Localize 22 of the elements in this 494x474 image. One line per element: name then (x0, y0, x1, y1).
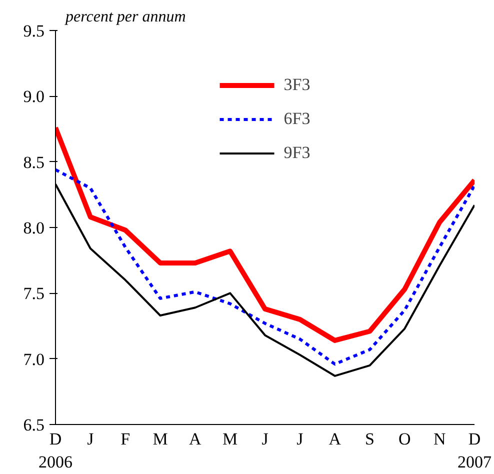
y-tick-label: 7.0 (23, 350, 44, 369)
legend-label: 3F3 (284, 75, 310, 95)
x-tick-label: J (296, 430, 304, 448)
x-tick-label: N (433, 430, 446, 448)
y-tick-label: 9.5 (23, 22, 44, 40)
x-tick-label: D 2007 (458, 430, 492, 472)
y-tick-label: 8.0 (23, 218, 44, 238)
x-tick-label: A (328, 430, 342, 448)
y-tick-label: 7.5 (23, 284, 44, 304)
x-tick-label: J (262, 430, 269, 448)
legend-label: 6F3 (284, 109, 310, 129)
x-tick-label: S (365, 430, 374, 448)
x-tick-label: A (189, 430, 202, 448)
x-tick-label: M (152, 430, 168, 448)
y-axis-title: percent per annum (64, 8, 186, 26)
y-tick-label: 8.5 (23, 152, 44, 172)
y-tick-label: 9.0 (23, 87, 44, 106)
x-tick-label: M (222, 430, 238, 448)
x-tick-label: O (398, 430, 411, 448)
x-tick-label: F (120, 430, 130, 448)
legend-label: 9F3 (284, 143, 310, 163)
x-tick-label: J (87, 430, 94, 448)
